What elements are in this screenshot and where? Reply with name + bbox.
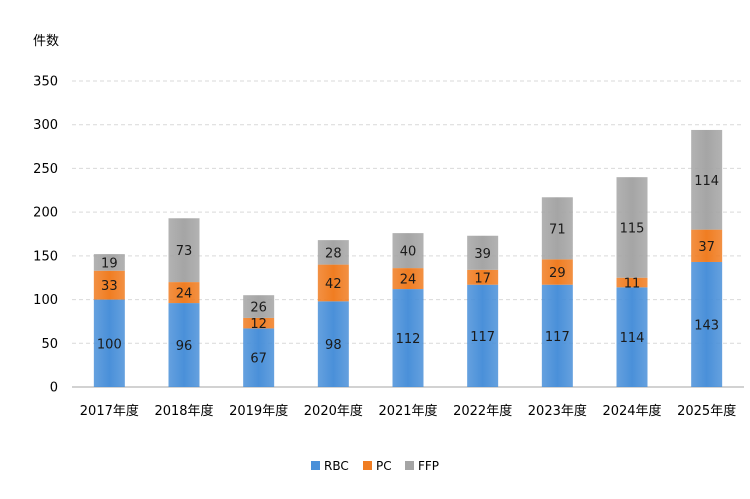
data-label: 26 xyxy=(250,301,267,316)
bar-segment-pc xyxy=(541,259,573,285)
data-label: 112 xyxy=(396,332,421,347)
legend-swatch xyxy=(405,461,414,470)
bar-segment-pc xyxy=(616,277,648,288)
bar-stack: 112 24 40 xyxy=(392,233,424,387)
legend-swatch xyxy=(311,461,320,470)
bar-segment-ffp xyxy=(691,129,723,230)
data-label: 115 xyxy=(620,221,645,236)
data-label: 98 xyxy=(325,338,342,353)
bar-segment-pc xyxy=(93,270,125,300)
bar-stack: 114 11 115 xyxy=(616,177,648,387)
bar-stack: 100 33 19 xyxy=(93,254,125,387)
data-label: 96 xyxy=(176,339,193,354)
data-label: 114 xyxy=(694,174,719,189)
legend-label: RBC xyxy=(324,459,349,473)
bar-segment-ffp xyxy=(541,197,573,260)
data-label: 24 xyxy=(176,287,193,302)
data-label: 117 xyxy=(545,330,570,345)
data-label: 39 xyxy=(474,247,491,262)
x-tick-label: 2024年度 xyxy=(602,403,661,419)
data-label: 117 xyxy=(470,330,495,345)
legend-item: FFP xyxy=(405,459,439,473)
data-label: 12 xyxy=(250,317,267,332)
x-tick-label: 2018年度 xyxy=(154,403,213,419)
legend-swatch xyxy=(363,461,372,470)
data-label: 73 xyxy=(176,244,193,259)
x-axis-labels: 2017年度 2018年度 2019年度 2020年度 2021年度 2022年度 2023… xyxy=(80,403,736,419)
bar-stack: 117 17 39 xyxy=(467,235,499,387)
bar-segment-pc xyxy=(691,229,723,262)
bar-stack: 98 42 28 xyxy=(317,240,349,387)
data-label: 100 xyxy=(97,337,122,352)
y-tick-label: 100 xyxy=(33,293,58,308)
x-tick-label: 2021年度 xyxy=(378,403,437,419)
legend-label: PC xyxy=(376,459,392,473)
data-label: 114 xyxy=(620,331,645,346)
bar-segment-rbc xyxy=(168,303,200,387)
bar-stack: 117 29 71 xyxy=(541,197,573,387)
data-label: 24 xyxy=(400,273,417,288)
x-tick-label: 2025年度 xyxy=(677,403,736,419)
bars: 1003319962473671226984228112244011717391… xyxy=(93,129,723,387)
y-axis-ticks: 0 50 100 150 200 250 300 350 xyxy=(33,75,58,396)
bar-segment-pc xyxy=(243,317,275,329)
bar-segment-rbc xyxy=(541,284,573,387)
data-label: 28 xyxy=(325,246,342,261)
x-tick-label: 2017年度 xyxy=(80,403,139,419)
x-tick-label: 2023年度 xyxy=(528,403,587,419)
bar-stack: 96 24 73 xyxy=(168,218,200,387)
data-label: 37 xyxy=(698,240,715,255)
legend: RBC PC FFP xyxy=(311,459,439,473)
x-tick-label: 2022年度 xyxy=(453,403,512,419)
bar-segment-rbc xyxy=(243,328,275,387)
bar-segment-ffp xyxy=(317,240,349,265)
data-label: 11 xyxy=(624,277,641,292)
bar-segment-ffp xyxy=(243,295,275,318)
data-label: 17 xyxy=(474,271,491,286)
x-tick-label: 2019年度 xyxy=(229,403,288,419)
y-tick-label: 250 xyxy=(33,162,58,177)
data-label: 33 xyxy=(101,279,118,294)
bar-segment-rbc xyxy=(467,284,499,387)
bar-segment-rbc xyxy=(691,261,723,387)
data-label: 40 xyxy=(400,245,417,260)
bar-segment-pc xyxy=(317,264,349,302)
bar-segment-rbc xyxy=(317,301,349,387)
y-tick-label: 200 xyxy=(33,206,58,221)
data-label: 29 xyxy=(549,266,566,281)
y-tick-label: 300 xyxy=(33,118,58,133)
x-tick-label: 2020年度 xyxy=(304,403,363,419)
bar-segment-rbc xyxy=(392,289,424,387)
y-tick-label: 0 xyxy=(50,381,58,396)
legend-label: FFP xyxy=(418,459,439,473)
bar-segment-ffp xyxy=(616,177,648,278)
bar-segment-rbc xyxy=(93,299,125,387)
data-label: 19 xyxy=(101,256,118,271)
bar-segment-ffp xyxy=(93,254,125,271)
data-label: 42 xyxy=(325,277,342,292)
bar-segment-ffp xyxy=(392,233,424,269)
bar-segment-rbc xyxy=(616,287,648,387)
bar-stack: 143 37 114 xyxy=(691,129,723,387)
y-axis-title: 件数 xyxy=(33,34,59,49)
data-label: 143 xyxy=(694,318,719,333)
y-tick-label: 50 xyxy=(41,337,58,352)
bar-segment-ffp xyxy=(168,218,200,283)
data-label: 67 xyxy=(250,352,267,367)
bar-segment-pc xyxy=(168,282,200,304)
bar-segment-pc xyxy=(467,269,499,285)
bar-segment-ffp xyxy=(467,235,499,270)
legend-item: PC xyxy=(363,459,392,473)
data-label: 71 xyxy=(549,222,566,237)
y-tick-label: 150 xyxy=(33,249,58,264)
legend-item: RBC xyxy=(311,459,349,473)
y-tick-label: 350 xyxy=(33,75,58,90)
bar-segment-pc xyxy=(392,268,424,290)
